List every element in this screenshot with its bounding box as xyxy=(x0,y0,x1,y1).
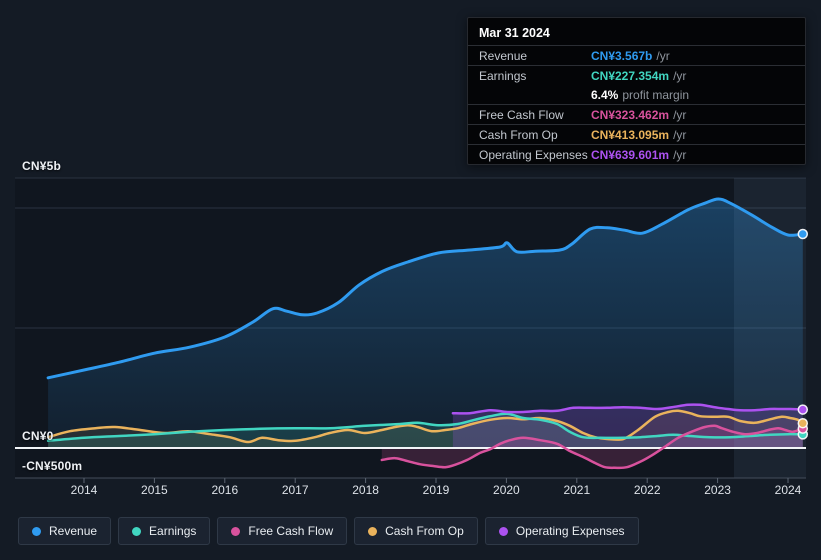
tooltip-label: Cash From Op xyxy=(479,127,558,142)
x-axis-label: 2017 xyxy=(281,483,309,497)
tooltip-date: Mar 31 2024 xyxy=(479,26,550,40)
tooltip-suffix: /yr xyxy=(673,147,687,162)
x-axis-label: 2014 xyxy=(70,483,98,497)
tooltip-suffix: /yr xyxy=(673,107,687,122)
cash-from-op-area xyxy=(48,410,803,448)
x-axis-label: 2015 xyxy=(141,483,168,497)
y-axis-label-neg500m: -CN¥500m xyxy=(22,459,83,473)
cash-from-op-endpoint-dot xyxy=(797,417,809,429)
chart-legend: Revenue Earnings Free Cash Flow Cash Fro… xyxy=(18,517,639,545)
free-cash-flow-series-dot xyxy=(231,526,241,536)
operating-expenses-series-dot xyxy=(498,526,508,536)
revenue-series-dot xyxy=(32,526,41,536)
tooltip-suffix: /yr xyxy=(673,127,687,142)
tooltip-label: Earnings xyxy=(479,68,527,83)
legend-label: Cash From Op xyxy=(385,524,464,538)
legend-label: Revenue xyxy=(49,524,98,538)
tooltip-row-profit-margin: 6.4% profit margin xyxy=(468,85,805,104)
x-axis-label: 2023 xyxy=(704,483,731,497)
tooltip-value: CN¥413.095m xyxy=(591,127,670,142)
earnings-line xyxy=(46,412,805,443)
hover-highlight-band xyxy=(734,178,806,478)
tooltip-suffix: /yr xyxy=(673,68,687,83)
tooltip-label: Free Cash Flow xyxy=(479,107,564,122)
x-axis-label: 2021 xyxy=(563,483,591,497)
tooltip-suffix: profit margin xyxy=(622,87,690,102)
tooltip-value: 6.4% xyxy=(591,87,619,102)
revenue-area xyxy=(48,199,803,448)
operating-expenses-endpoint-dot xyxy=(797,404,809,415)
tooltip-row-cash-from-op: Cash From Op CN¥413.095m /yr xyxy=(468,124,805,144)
legend-label: Operating Expenses xyxy=(515,524,625,538)
legend-label: Free Cash Flow xyxy=(248,524,334,538)
revenue-endpoint-dot xyxy=(797,228,809,240)
legend-item-revenue[interactable]: Revenue xyxy=(18,517,112,545)
tooltip-suffix: /yr xyxy=(656,48,670,63)
operating-expenses-line xyxy=(451,403,805,415)
legend-item-operating-expenses[interactable]: Operating Expenses xyxy=(484,517,639,545)
tooltip-label: Operating Expenses xyxy=(479,147,588,162)
revenue-line xyxy=(46,197,805,380)
tooltip-row-revenue: Revenue CN¥3.567b /yr xyxy=(468,45,805,65)
tooltip-row-operating-expenses: Operating Expenses CN¥639.601m /yr xyxy=(468,144,805,164)
hover-tooltip: Mar 31 2024 Revenue CN¥3.567b /yr Earnin… xyxy=(467,17,806,165)
tooltip-row-free-cash-flow: Free Cash Flow CN¥323.462m /yr xyxy=(468,104,805,124)
y-axis-label-zero: CN¥0 xyxy=(22,429,54,443)
y-axis-label-5b: CN¥5b xyxy=(22,159,62,173)
x-axis-label: 2016 xyxy=(211,483,239,497)
legend-label: Earnings xyxy=(149,524,197,538)
x-axis-label: 2024 xyxy=(774,483,802,497)
cash-from-op-series-dot xyxy=(368,526,378,536)
tooltip-value: CN¥639.601m xyxy=(591,147,670,162)
free-cash-flow-line xyxy=(380,424,805,470)
tooltip-row-earnings: Earnings CN¥227.354m /yr xyxy=(468,65,805,85)
tooltip-value: CN¥3.567b xyxy=(591,48,653,63)
legend-item-cash-from-op[interactable]: Cash From Op xyxy=(354,517,478,545)
x-axis-label: 2019 xyxy=(422,483,450,497)
x-axis-label: 2018 xyxy=(352,483,379,497)
legend-item-earnings[interactable]: Earnings xyxy=(118,517,211,545)
tooltip-value: CN¥323.462m xyxy=(591,107,670,122)
earnings-series-dot xyxy=(132,526,142,536)
tooltip-value: CN¥227.354m xyxy=(591,68,670,83)
x-axis-label: 2022 xyxy=(633,483,661,497)
cash-from-op-line xyxy=(46,409,805,444)
tooltip-label: Revenue xyxy=(479,48,528,63)
x-axis-label: 2020 xyxy=(493,483,520,497)
legend-item-free-cash-flow[interactable]: Free Cash Flow xyxy=(217,517,348,545)
